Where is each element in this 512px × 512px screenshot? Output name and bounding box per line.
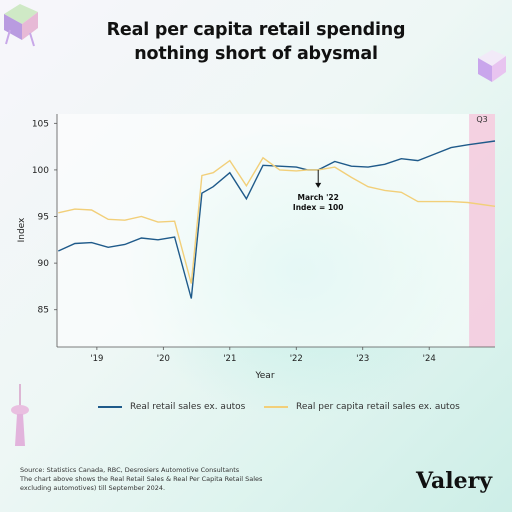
series-line-per-capita-retail-sales — [58, 156, 496, 284]
source-line-1: Source: Statistics Canada, RBC, Desrosie… — [20, 466, 240, 474]
march-22-annotation: March '22 Index = 100 — [293, 169, 344, 212]
q3-highlight-band — [469, 114, 495, 347]
brand-logo: Valery — [415, 468, 492, 494]
annotation-label-line-1: March '22 — [298, 193, 339, 202]
legend-swatch-real-retail-sales — [98, 406, 122, 408]
y-tick-label: 90 — [38, 259, 50, 269]
x-tick-label: '21 — [223, 354, 236, 364]
x-tick-label: '24 — [423, 354, 436, 364]
legend-label-real-retail-sales: Real retail sales ex. autos — [130, 402, 246, 412]
source-line-3: excluding automotives) till September 20… — [20, 484, 166, 492]
chart-legend: Real retail sales ex. autos Real per cap… — [0, 402, 512, 420]
series-line-real-retail-sales — [58, 140, 496, 299]
x-axis-ticks: '19 '20 '21 '22 '23 '24 — [90, 347, 436, 364]
x-tick-label: '23 — [356, 354, 369, 364]
y-axis-label: Index — [17, 217, 27, 242]
decorative-cube-topright — [478, 50, 506, 82]
decorative-cube-topleft — [4, 4, 38, 47]
y-tick-label: 95 — [38, 213, 49, 223]
x-tick-label: '22 — [290, 354, 303, 364]
source-line-2: The chart above shows the Real Retail Sa… — [20, 475, 263, 483]
x-axis-label: Year — [254, 371, 274, 381]
decorative-tower-icon — [11, 384, 29, 446]
y-tick-label: 100 — [32, 166, 49, 176]
source-footnote: Source: Statistics Canada, RBC, Desrosie… — [20, 466, 320, 493]
annotation-arrowhead — [315, 182, 322, 188]
chart-title: Real per capita retail spending nothing … — [0, 18, 512, 66]
q3-highlight-label: Q3 — [476, 115, 487, 124]
plot-area — [57, 114, 495, 347]
legend-swatch-per-capita-retail-sales — [264, 406, 288, 408]
chart-title-line-2: nothing short of abysmal — [134, 44, 378, 64]
x-tick-label: '19 — [90, 354, 103, 364]
legend-label-per-capita-retail-sales: Real per capita retail sales ex. autos — [296, 402, 460, 412]
y-tick-label: 85 — [38, 306, 49, 316]
legend-item-per-capita-retail-sales: Real per capita retail sales ex. autos — [264, 402, 460, 412]
legend-item-real-retail-sales: Real retail sales ex. autos — [98, 402, 245, 412]
chart-title-line-1: Real per capita retail spending — [106, 20, 406, 40]
y-tick-label: 105 — [32, 119, 49, 129]
x-tick-label: '20 — [157, 354, 170, 364]
y-axis-ticks: 85 90 95 100 105 — [32, 119, 57, 316]
annotation-label-line-2: Index = 100 — [293, 203, 344, 212]
